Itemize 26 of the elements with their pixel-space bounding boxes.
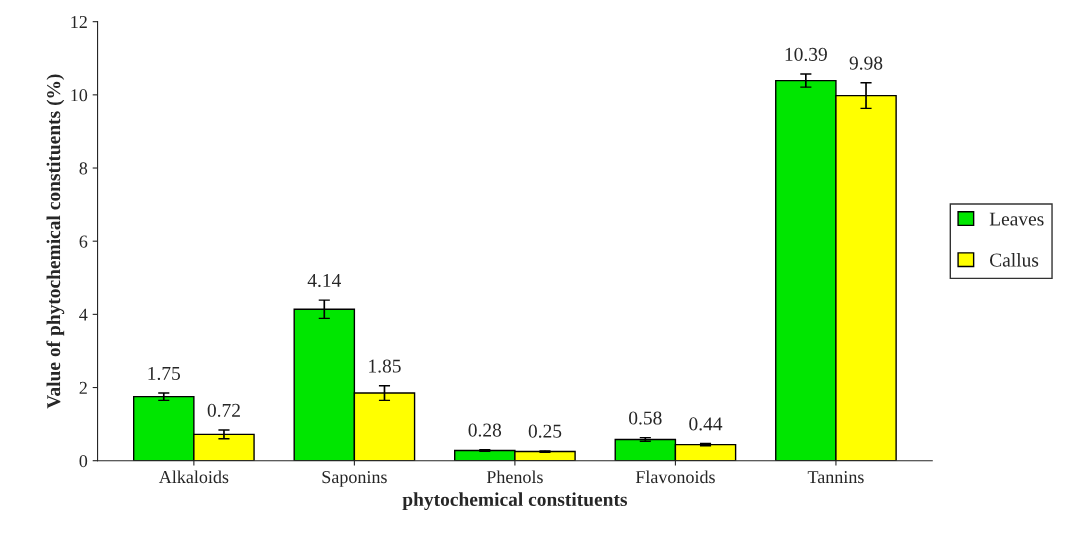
y-tick-label: 2 xyxy=(79,381,87,394)
data-label: 1.85 xyxy=(369,359,401,373)
y-tick-label: 4 xyxy=(79,308,88,321)
y-tick-label: 6 xyxy=(79,235,88,248)
x-axis-title: phytochemical constituents xyxy=(402,492,628,511)
x-tick-label: Tannins xyxy=(807,470,864,484)
data-label: 0.72 xyxy=(207,403,240,417)
data-label: 0.28 xyxy=(468,423,502,437)
data-label: 0.25 xyxy=(528,424,562,438)
legend-label: Callus xyxy=(990,252,1039,267)
x-tick-label: Phenols xyxy=(486,470,543,484)
data-label: 1.75 xyxy=(148,366,181,381)
y-tick-label: 12 xyxy=(71,15,87,28)
x-tick-label: Alkaloids xyxy=(158,470,229,484)
y-tick-label: 10 xyxy=(71,89,88,102)
data-label: 10.39 xyxy=(785,47,827,61)
y-axis-title: Value of phytochemical constituents (%) xyxy=(46,74,65,409)
legend-label: Leaves xyxy=(989,212,1044,226)
y-tick-label: 0 xyxy=(79,454,88,468)
data-label: 0.58 xyxy=(629,411,662,425)
y-tick-label: 8 xyxy=(79,162,88,175)
data-label: 0.44 xyxy=(689,417,723,431)
x-tick-label: Flavonoids xyxy=(635,470,715,484)
data-label: 4.14 xyxy=(307,273,341,288)
x-tick-label: Saponins xyxy=(322,470,387,487)
data-label: 9.98 xyxy=(849,56,883,70)
